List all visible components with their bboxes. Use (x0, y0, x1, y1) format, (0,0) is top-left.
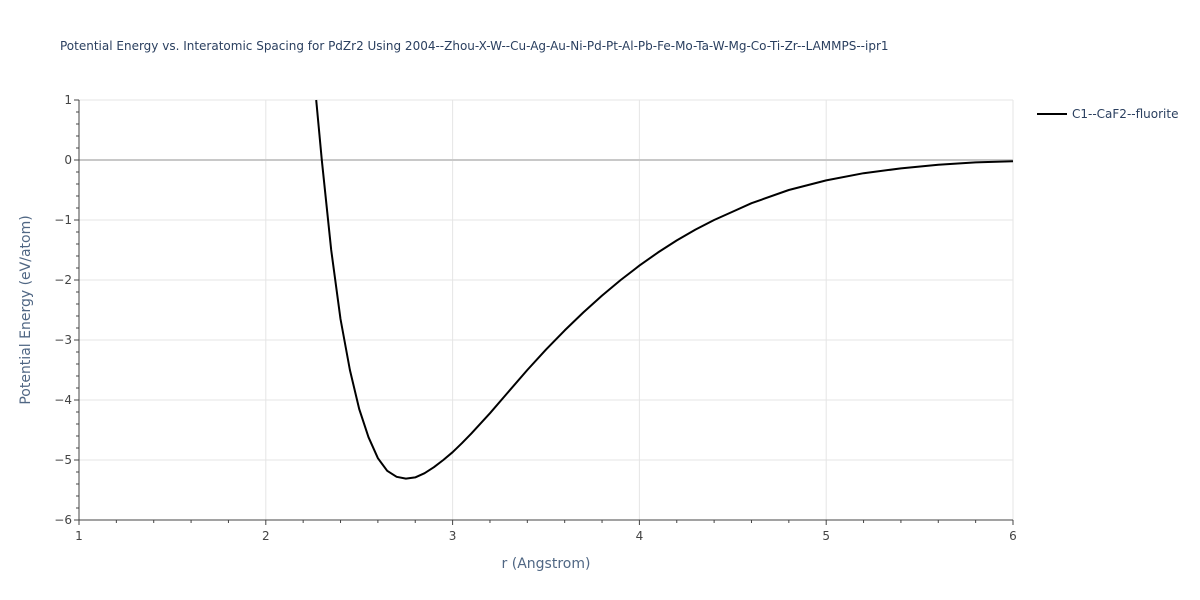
plot-area: 1 2 3 4 5 6 1 0 −1 −2 −3 −4 −5 −6 (54, 93, 1017, 543)
y-tick-label: −4 (54, 393, 72, 407)
series (315, 99, 1014, 480)
y-tick-label: 0 (64, 153, 72, 167)
x-tick-label: 2 (262, 529, 270, 543)
chart-title: Potential Energy vs. Interatomic Spacing… (60, 39, 889, 53)
y-tick-label: −1 (54, 213, 72, 227)
axes (74, 99, 1014, 525)
x-tick-label: 3 (449, 529, 457, 543)
legend-label: C1--CaF2--fluorite (1072, 107, 1178, 121)
y-tick-label: −2 (54, 273, 72, 287)
series-line (315, 99, 1014, 480)
y-axis-title: Potential Energy (eV/atom) (18, 215, 34, 404)
x-tick-label: 6 (1009, 529, 1017, 543)
x-tick-label: 5 (822, 529, 830, 543)
tick-labels: 1 2 3 4 5 6 1 0 −1 −2 −3 −4 −5 −6 (54, 93, 1017, 543)
y-tick-label: 1 (64, 93, 72, 107)
x-tick-label: 1 (75, 529, 83, 543)
x-axis-title: r (Angstrom) (502, 556, 591, 572)
y-tick-label: −5 (54, 453, 72, 467)
y-tick-label: −6 (54, 513, 72, 527)
y-tick-label: −3 (54, 333, 72, 347)
x-tick-label: 4 (636, 529, 644, 543)
gridlines (79, 99, 1014, 520)
legend[interactable]: C1--CaF2--fluorite (1037, 107, 1178, 121)
